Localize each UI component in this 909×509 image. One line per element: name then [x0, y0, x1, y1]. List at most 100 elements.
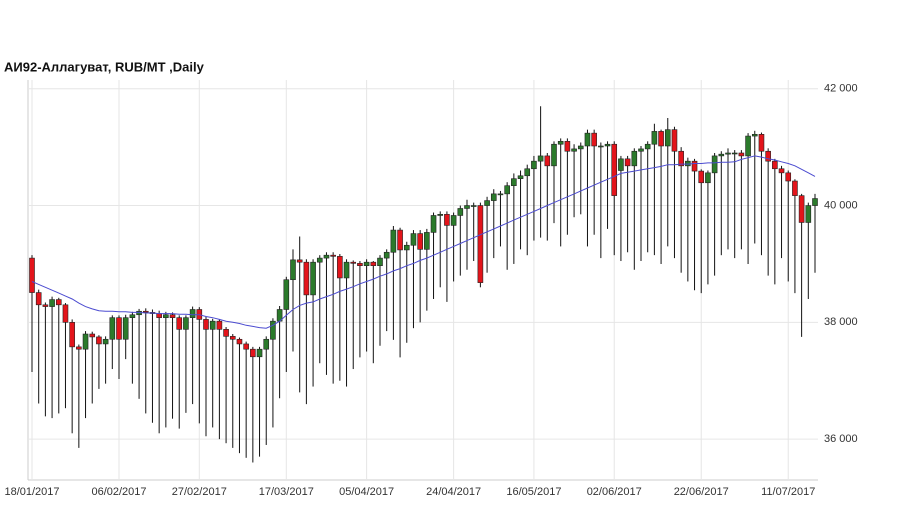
candle-body [430, 215, 437, 233]
candle-body [69, 322, 75, 348]
candle-body [758, 134, 765, 152]
candle-body [624, 158, 631, 167]
candle-body [778, 168, 785, 174]
candle-body [531, 160, 537, 170]
candle-body [618, 158, 624, 171]
chart-title: АИ92-Аллагуват, RUB/MT ,Daily [4, 59, 205, 74]
candle-body [584, 132, 591, 147]
candle-body [350, 261, 357, 264]
candle-body [209, 320, 216, 330]
x-tick-label: 16/05/2017 [506, 486, 561, 498]
candle-body [323, 254, 330, 259]
candle-body [55, 299, 62, 306]
candle-body [397, 229, 403, 251]
candle-body [798, 195, 805, 223]
candle-body [765, 150, 771, 162]
candle-body [263, 338, 270, 350]
candle-body [142, 310, 149, 313]
candle-body [731, 152, 738, 155]
candle-body [544, 155, 551, 167]
candle-body [189, 309, 196, 318]
candle-body [477, 205, 484, 283]
candle-body [638, 148, 644, 152]
candle-body [203, 319, 209, 330]
x-tick-label: 05/04/2017 [339, 486, 394, 498]
candle-body [343, 261, 350, 279]
candle-body [644, 143, 651, 150]
candle-body [812, 198, 818, 206]
candle-body [76, 346, 82, 350]
y-tick-label: 42 000 [824, 83, 858, 95]
candle-body [497, 193, 504, 196]
candle-body [216, 320, 223, 330]
candle-body [524, 168, 531, 177]
candle-body [29, 257, 35, 293]
candle-body [792, 180, 798, 196]
x-tick-label: 22/06/2017 [674, 486, 729, 498]
candle-body [229, 336, 236, 340]
candle-body [410, 233, 417, 246]
candle-body [390, 229, 397, 253]
candle-body [357, 263, 363, 266]
candle-body [417, 233, 423, 250]
candle-body [403, 244, 410, 251]
candle-body [698, 170, 705, 184]
candle-body [102, 338, 109, 345]
candle-body [751, 134, 758, 137]
candle-body [745, 135, 751, 157]
candle-body [444, 214, 450, 226]
candle-body [490, 193, 497, 201]
candle-body [424, 232, 430, 250]
x-tick-label: 24/04/2017 [426, 486, 481, 498]
candle-body [711, 155, 718, 174]
candle-body [49, 299, 55, 307]
x-tick-label: 02/06/2017 [587, 486, 642, 498]
candle-body [450, 215, 457, 226]
candle-body [183, 317, 189, 330]
candle-body [82, 333, 89, 350]
y-tick-label: 40 000 [824, 199, 858, 211]
candle-body [96, 336, 102, 345]
candle-body [551, 143, 557, 167]
candle-body [330, 254, 336, 257]
candle-body [290, 259, 296, 281]
candle-body [236, 338, 243, 345]
candle-body [42, 304, 49, 307]
candle-body [156, 313, 162, 318]
candle-body [122, 317, 129, 340]
candle-body [310, 261, 316, 296]
candle-body [511, 178, 517, 186]
candle-body [484, 200, 490, 206]
moving-average [31, 155, 816, 329]
candle-body [598, 145, 604, 148]
candle-body [116, 317, 122, 340]
candle-body [62, 304, 69, 323]
candle-body [296, 259, 303, 263]
candle-body [705, 172, 711, 184]
candle-body [35, 292, 42, 306]
candle-body [256, 348, 263, 358]
candle-body [651, 131, 658, 145]
candle-body [89, 333, 96, 338]
y-tick-label: 36 000 [824, 433, 858, 445]
candle-body [109, 317, 116, 340]
candle-body [571, 148, 577, 152]
x-tick-label: 17/03/2017 [259, 486, 314, 498]
candle-body [577, 145, 584, 150]
candle-body [283, 279, 290, 310]
candle-body [564, 141, 571, 152]
candle-body [303, 261, 310, 296]
candle-body [718, 153, 725, 157]
x-tick-label: 06/02/2017 [91, 486, 146, 498]
candle-body [725, 152, 731, 155]
candle-body [664, 129, 671, 147]
candle-body [316, 257, 323, 263]
candle-body [464, 205, 470, 209]
candle-body [772, 160, 778, 170]
candle-body [671, 129, 678, 152]
x-tick-label: 18/01/2017 [4, 486, 59, 498]
candle-body [370, 261, 377, 266]
candle-body [631, 150, 638, 167]
candle-body [738, 152, 745, 157]
